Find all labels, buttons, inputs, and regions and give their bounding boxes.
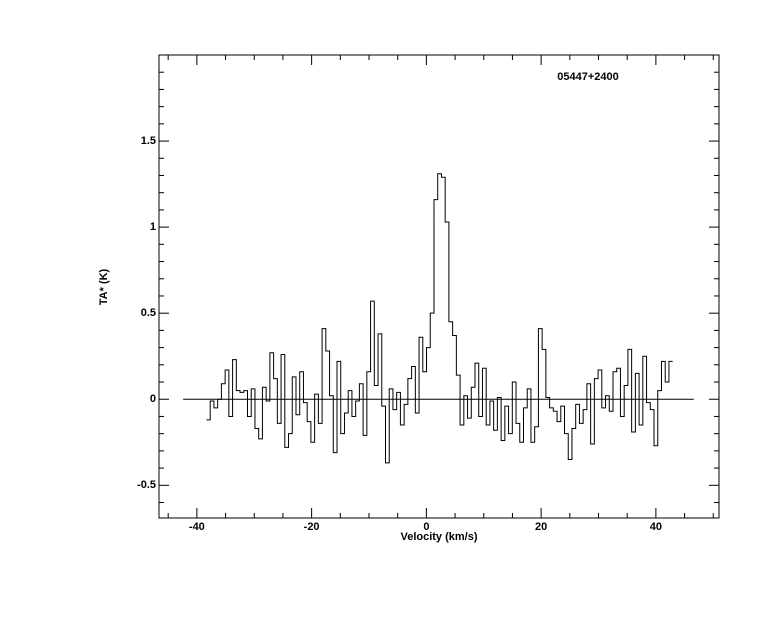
y-tick-label: 1 (150, 221, 156, 233)
x-tick-label: 0 (423, 521, 429, 533)
y-tick-label: 0.5 (141, 307, 156, 319)
y-tick-label: 1.5 (141, 135, 156, 147)
y-tick-label: 0 (150, 393, 156, 405)
plot-frame (158, 54, 720, 519)
x-tick-label: -20 (304, 521, 320, 533)
annotation: 05447+2400 (557, 71, 618, 83)
spectrum-line (206, 173, 673, 464)
x-tick-label: 40 (650, 521, 662, 533)
y-tick-label: -0.5 (137, 479, 156, 491)
y-axis-label: TA* (K) (98, 268, 110, 305)
x-tick-label: 20 (535, 521, 547, 533)
x-axis-label: Velocity (km/s) (400, 531, 477, 543)
x-tick-label: -40 (189, 521, 205, 533)
